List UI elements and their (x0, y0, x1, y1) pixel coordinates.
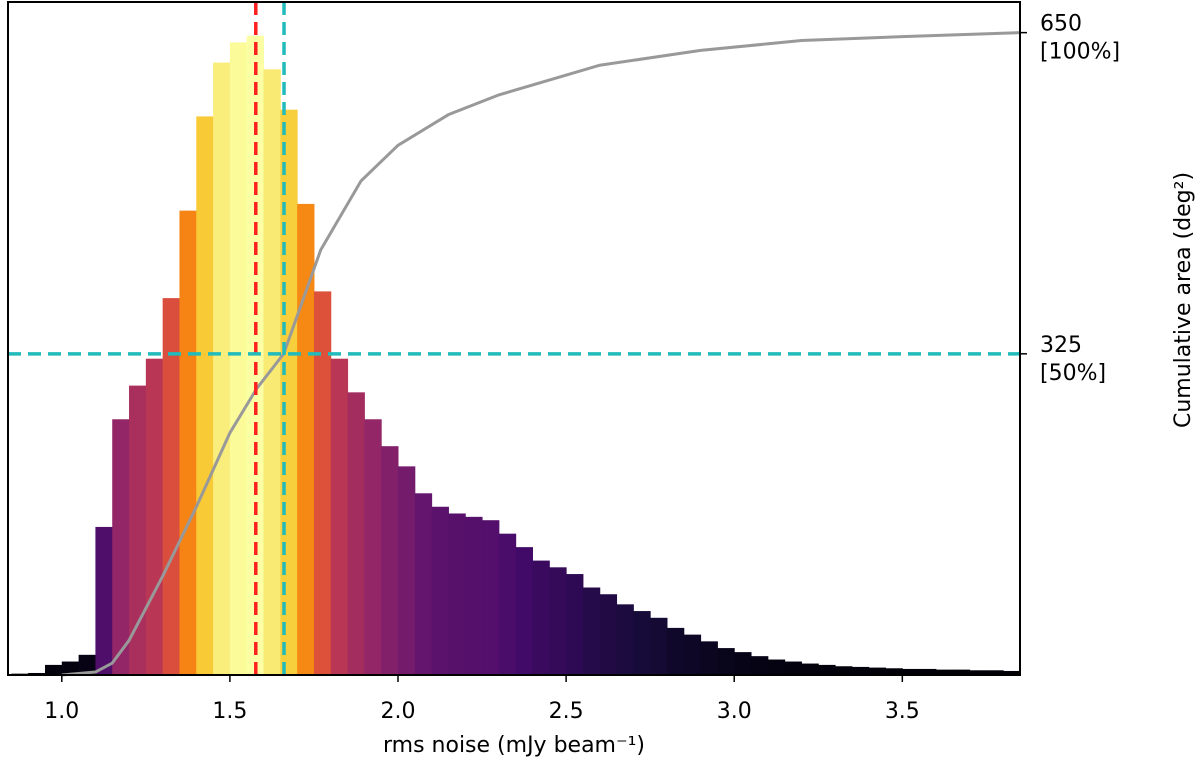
bar (414, 493, 433, 675)
bar (986, 670, 1004, 675)
bar (398, 466, 416, 675)
bar (532, 560, 550, 675)
bar (717, 648, 735, 675)
bar (78, 654, 96, 675)
bar (297, 203, 315, 675)
x-tick-label: 3.5 (885, 699, 920, 724)
x-tick-label: 2.5 (549, 699, 584, 724)
bar (448, 513, 466, 675)
bar (431, 506, 449, 675)
cumulative-line (61, 31, 1021, 677)
bar (330, 358, 349, 675)
y2-tick-label: 325 [50%] (1040, 333, 1106, 386)
x-tick-label: 2.0 (381, 699, 416, 724)
bar (784, 661, 802, 675)
bar (95, 526, 113, 675)
y2-tick-label: 650 [100%] (1040, 12, 1120, 65)
x-tick-label: 3.0 (717, 699, 752, 724)
x-axis-label: rms noise (mJy beam⁻¹) (383, 733, 645, 758)
bar (213, 62, 231, 675)
bar (633, 611, 651, 675)
bar (465, 516, 483, 675)
bar (683, 634, 702, 675)
bar (616, 604, 634, 675)
bar (313, 291, 332, 675)
bar (801, 663, 819, 675)
bar (851, 666, 870, 675)
bar (935, 669, 954, 675)
y2-axis-label: Cumulative area (deg²) (1171, 172, 1196, 428)
bar (112, 419, 130, 675)
bar (902, 668, 920, 675)
bar (61, 661, 80, 675)
bar (145, 358, 164, 675)
bar (919, 668, 937, 675)
bar (818, 664, 836, 675)
bar (566, 574, 584, 675)
bar (515, 547, 533, 675)
bar (1003, 670, 1021, 675)
bar (129, 385, 147, 675)
bar (599, 594, 618, 675)
bar (700, 641, 718, 675)
bar (549, 567, 567, 675)
bar (229, 42, 248, 675)
bar (44, 664, 63, 675)
bar (482, 520, 500, 675)
bar (582, 587, 601, 675)
bar (28, 672, 46, 675)
bar (835, 666, 853, 675)
bar (263, 69, 281, 676)
bar (650, 617, 668, 675)
bar (498, 533, 517, 675)
plot-frame (7, 1, 1021, 676)
bar (179, 210, 197, 675)
bar (868, 667, 887, 675)
bar (751, 656, 769, 675)
x-tick-label: 1.5 (212, 699, 247, 724)
bar (969, 670, 987, 675)
x-tick-label: 1.0 (44, 699, 79, 724)
bar (196, 116, 214, 675)
bar (952, 669, 971, 675)
bar (381, 446, 399, 675)
bar (767, 659, 786, 675)
bar (347, 392, 365, 675)
bar (364, 419, 382, 675)
bar (734, 652, 752, 675)
bar (885, 668, 903, 675)
bar (666, 627, 685, 675)
bar (162, 298, 180, 675)
